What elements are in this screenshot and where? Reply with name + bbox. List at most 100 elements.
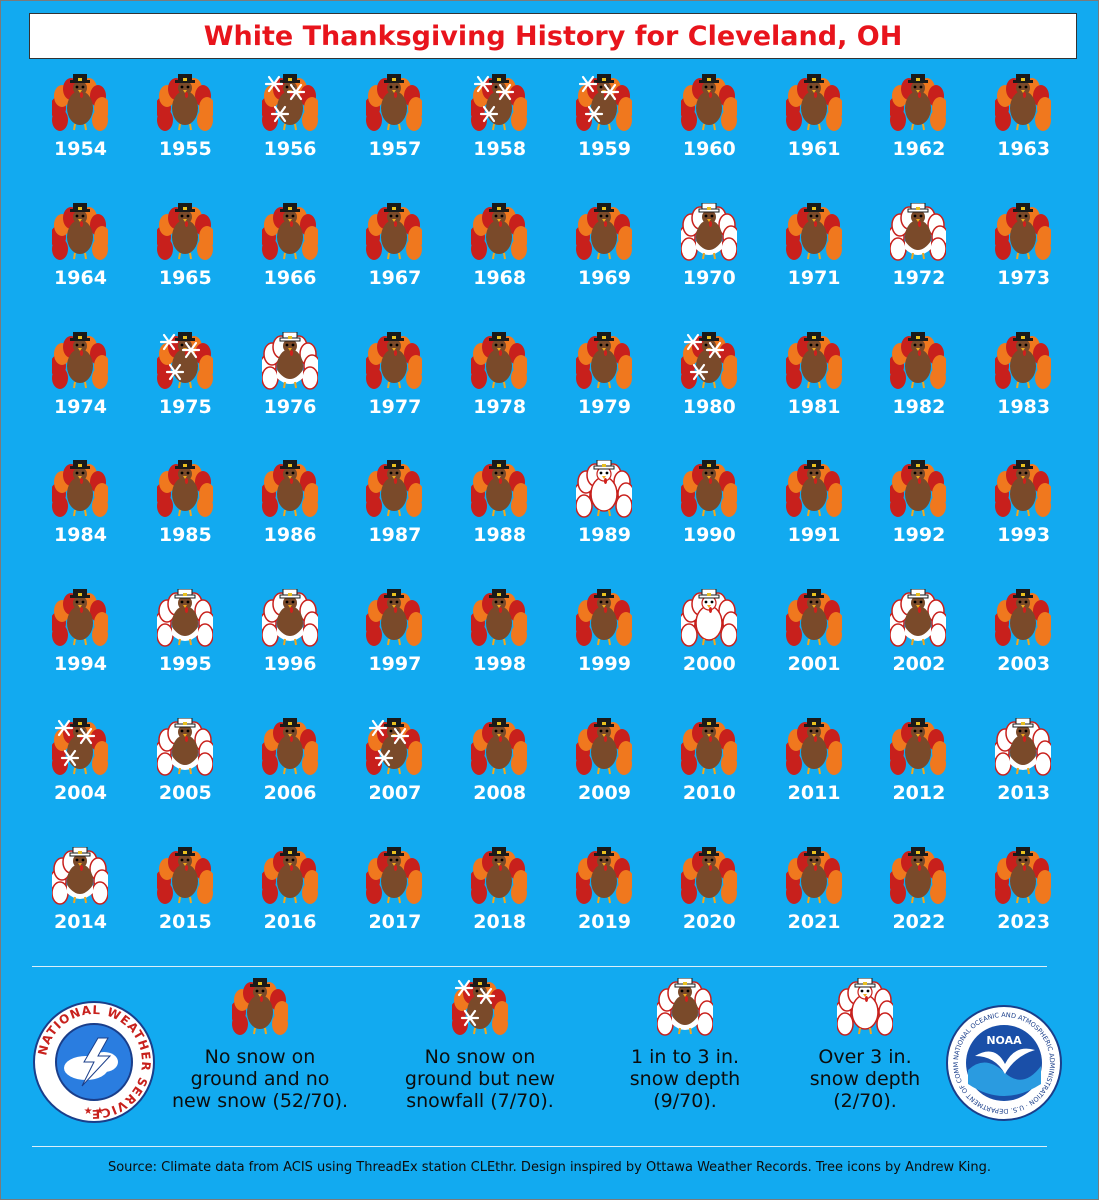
- year-label: 2004: [54, 782, 107, 804]
- turkey-no_snow-icon: [890, 846, 947, 904]
- turkey-depth_1_3-icon: [995, 718, 1052, 776]
- year-label: 2018: [473, 910, 527, 933]
- year-cell: 1960: [657, 72, 762, 200]
- turkey-no_snow-icon: [785, 460, 842, 518]
- year-cell: 1989: [552, 458, 657, 586]
- year-label: 1997: [368, 653, 422, 676]
- year-label: 1983: [997, 395, 1051, 418]
- turkey-no_snow-icon: [995, 846, 1052, 904]
- year-cell: 2016: [238, 845, 343, 973]
- year-cell: 1966: [238, 201, 343, 329]
- year-cell: 1998: [447, 587, 552, 715]
- year-cell: 1955: [133, 72, 238, 200]
- year-cell: 1992: [866, 458, 971, 586]
- divider-top: [32, 966, 1047, 967]
- year-cell: 2021: [762, 845, 867, 973]
- legend-label: No snow on ground and no new snow (52/70…: [171, 1046, 349, 1112]
- year-cell: 1962: [866, 72, 971, 200]
- year-cell: 1982: [866, 330, 971, 458]
- year-label: 1996: [263, 653, 317, 676]
- turkey-no_snow-icon: [366, 74, 423, 131]
- year-label: 1975: [158, 395, 212, 418]
- turkey-no_snow-icon: [785, 331, 842, 389]
- year-cell: 1957: [342, 72, 447, 200]
- turkey-no_snow-icon: [471, 331, 528, 389]
- turkey-no_snow-icon: [576, 846, 632, 904]
- year-label: 1991: [787, 524, 841, 547]
- turkey-depth_1_3-icon: [890, 589, 947, 647]
- year-label: 1986: [263, 524, 317, 547]
- year-label: 1969: [578, 266, 631, 289]
- year-label: 1957: [368, 138, 422, 160]
- year-cell: 1971: [762, 201, 867, 329]
- year-label: 1981: [787, 395, 841, 418]
- turkey-no_snow-icon: [995, 460, 1052, 518]
- turkey-depth_over_3-icon: [837, 978, 893, 1036]
- year-cell: 1956: [238, 72, 343, 200]
- year-label: 1988: [473, 524, 527, 547]
- year-cell: 1984: [28, 458, 133, 586]
- year-grid: 1954 1955 1956 1957: [28, 72, 1078, 942]
- year-label: 1961: [787, 138, 841, 160]
- turkey-new_snow-icon: [471, 74, 528, 131]
- legend-item-depth-1-3: 1 in to 3 in. snow depth (9/70).: [590, 978, 780, 1112]
- year-cell: 1985: [133, 458, 238, 586]
- turkey-no_snow-icon: [156, 74, 213, 131]
- year-label: 1968: [473, 266, 527, 289]
- year-label: 1972: [892, 266, 946, 289]
- year-label: 1977: [368, 395, 422, 418]
- turkey-no_snow-icon: [576, 718, 632, 775]
- turkey-no_snow-icon: [576, 331, 632, 389]
- year-label: 1956: [263, 138, 317, 160]
- year-cell: 1994: [28, 587, 133, 715]
- year-label: 2015: [158, 910, 212, 933]
- year-label: 2023: [997, 910, 1051, 933]
- year-cell: 2011: [762, 716, 867, 844]
- year-cell: 2023: [971, 845, 1076, 973]
- turkey-no_snow-icon: [995, 74, 1052, 131]
- year-label: 1965: [158, 266, 212, 289]
- turkey-new_snow-icon: [52, 718, 108, 775]
- year-cell: 1983: [971, 330, 1076, 458]
- year-label: 1967: [368, 266, 422, 289]
- year-label: 1959: [578, 138, 631, 160]
- year-label: 2007: [368, 782, 422, 804]
- turkey-no_snow-icon: [471, 460, 528, 518]
- turkey-no_snow-icon: [890, 718, 947, 775]
- year-cell: 1974: [28, 330, 133, 458]
- year-label: 2009: [578, 782, 631, 804]
- year-label: 1958: [473, 138, 527, 160]
- year-label: 2021: [787, 910, 841, 933]
- turkey-no_snow-icon: [366, 331, 423, 389]
- divider-bottom: [32, 1146, 1047, 1147]
- year-label: 1954: [54, 138, 107, 160]
- turkey-depth_1_3-icon: [261, 589, 318, 647]
- turkey-depth_1_3-icon: [156, 718, 213, 776]
- turkey-no_snow-icon: [471, 202, 528, 260]
- year-cell: 1980: [657, 330, 762, 458]
- turkey-no_snow-icon: [156, 460, 213, 518]
- turkey-no_snow-icon: [785, 589, 842, 647]
- year-cell: 1995: [133, 587, 238, 715]
- legend-label: 1 in to 3 in. snow depth (9/70).: [629, 1046, 741, 1112]
- turkey-no_snow-icon: [785, 202, 842, 260]
- year-cell: 1975: [133, 330, 238, 458]
- turkey-no_snow-icon: [366, 846, 423, 904]
- turkey-no_snow-icon: [576, 589, 632, 647]
- year-label: 1964: [54, 266, 107, 289]
- turkey-new_snow-icon: [452, 978, 508, 1035]
- legend-item-depth-over-3: Over 3 in. snow depth (2/70).: [770, 978, 960, 1112]
- year-cell: 1973: [971, 201, 1076, 329]
- year-label: 1963: [997, 138, 1051, 160]
- year-label: 2006: [263, 782, 317, 804]
- year-label: 2002: [892, 653, 946, 676]
- turkey-depth_1_3-icon: [156, 589, 213, 647]
- year-cell: 2019: [552, 845, 657, 973]
- year-label: 1955: [158, 138, 212, 160]
- year-cell: 2013: [971, 716, 1076, 844]
- year-cell: 2017: [342, 845, 447, 973]
- svg-text:★ ★: ★ ★: [84, 1106, 105, 1117]
- year-label: 1970: [682, 266, 736, 289]
- year-label: 2003: [997, 653, 1051, 676]
- year-cell: 2012: [866, 716, 971, 844]
